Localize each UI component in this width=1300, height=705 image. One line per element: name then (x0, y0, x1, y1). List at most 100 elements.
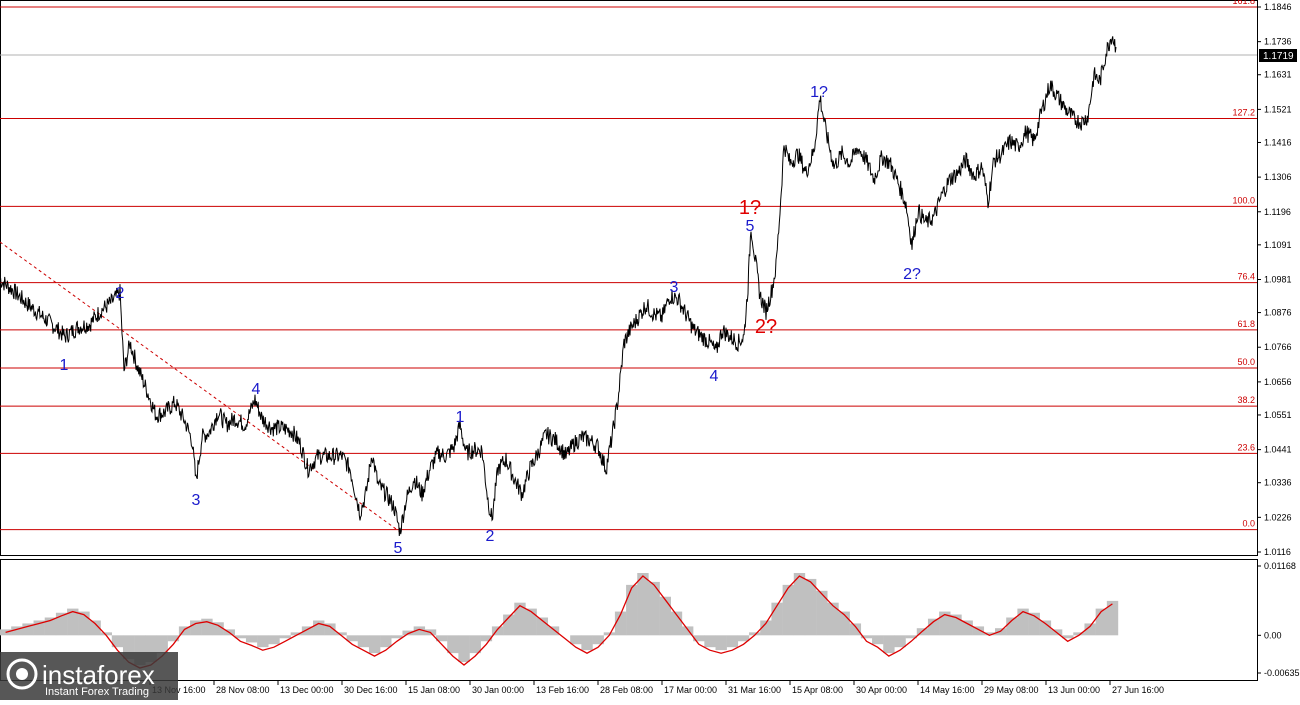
time-tick-label: 27 Jun 16:00 (1112, 685, 1164, 695)
wave-label: 2 (486, 528, 495, 545)
fib-level-label: 127.2 (1232, 108, 1255, 118)
oscillator-bar (245, 635, 258, 643)
fib-level-label: 76.4 (1237, 272, 1255, 282)
price-axis: 1.1846 1.1736 1.1631 1.1521 1.1416 1.1306 1.11… (1257, 2, 1292, 557)
oscillator-bar (413, 626, 426, 636)
current-price-label: 1.1719 (1263, 51, 1294, 62)
time-tick-label: 13 Feb 16:00 (536, 685, 589, 695)
oscillator-bar (827, 602, 839, 636)
oscillator-bar (726, 635, 739, 648)
oscillator-bar (693, 635, 705, 642)
price-tick-label: 1.0766 (1264, 342, 1292, 352)
oscillator-bar (145, 635, 157, 663)
oscillator-bar (78, 611, 90, 636)
oscillator-bar (357, 635, 370, 648)
oscillator-bar (592, 635, 604, 645)
price-tick-label: 1.1846 (1264, 2, 1292, 12)
fib-level-label: 50.0 (1237, 357, 1255, 367)
time-tick-label: 31 Mar 16:00 (728, 685, 781, 695)
price-tick-label: 1.1416 (1264, 137, 1292, 147)
oscillator-bar (536, 617, 549, 636)
price-tick-label: 1.1521 (1264, 104, 1292, 114)
price-tick-label: 1.0551 (1264, 410, 1292, 420)
wave-label: 1 (60, 357, 69, 374)
wave-label: 2 (116, 285, 125, 302)
oscillator-bar (1062, 635, 1074, 639)
oscillator-bar (681, 626, 694, 636)
oscillator-bar (1084, 623, 1096, 636)
price-tick-label: 1.1306 (1264, 172, 1292, 182)
oscillator-bar (961, 620, 973, 636)
oscillator-bar (626, 584, 638, 636)
oscillator-bar (324, 623, 336, 636)
current-price-marker: 1.1719 (1259, 49, 1297, 62)
oscillator-bar (190, 620, 202, 636)
oscillator-bar (972, 626, 985, 636)
oscillator-bar (279, 635, 291, 639)
wave-label: 2? (903, 266, 921, 283)
price-line (0, 36, 1117, 537)
fib-level-label: 38.2 (1237, 395, 1255, 405)
time-tick-label: 30 Jan 00:00 (472, 685, 524, 695)
oscillator-bar (11, 626, 23, 636)
logo-tagline: Instant Forex Trading (45, 686, 149, 698)
oscillator-bar (793, 573, 806, 636)
oscillator-bar (1106, 600, 1119, 636)
oscillator-bar (749, 632, 761, 636)
oscillator-bar (804, 578, 817, 636)
time-tick-label: 29 May 08:00 (984, 685, 1039, 695)
wave-label: 4 (710, 368, 719, 385)
oscillator-bar (614, 611, 627, 636)
oscillator-bar (939, 611, 951, 636)
oscillator-bar (67, 608, 79, 636)
oscillator-bar (391, 635, 403, 639)
oscillator-bar (447, 635, 459, 654)
price-tick-label: 1.0336 (1264, 478, 1292, 488)
oscillator-bar (257, 635, 269, 648)
time-tick-label: 13 Dec 00:00 (280, 685, 334, 695)
time-tick-label: 30 Dec 16:00 (344, 685, 398, 695)
price-tick-label: 1.1091 (1264, 240, 1292, 250)
oscillator-bar (55, 612, 68, 636)
logo-mark-icon (6, 658, 38, 690)
logo-wordmark: instaforex (42, 660, 155, 690)
price-tick-label: 1.0441 (1264, 445, 1292, 455)
oscillator-bar (301, 626, 314, 636)
oscillator-bar (1028, 612, 1040, 636)
price-tick-label: 1.0656 (1264, 377, 1292, 387)
oscillator-bar (525, 608, 537, 636)
oscillator-bar (927, 618, 940, 636)
oscillator-bar (503, 614, 515, 636)
time-tick-label: 13 Nov 16:00 (152, 685, 206, 695)
oscillator-bar (737, 635, 750, 642)
oscillator-bar (648, 581, 660, 636)
time-tick-label: 13 Jun 00:00 (1048, 685, 1100, 695)
fibonacci-levels: 161.8 127.2 100.0 76.4 61.8 50.0 38.2 23.6 0.0 (0, 0, 1257, 531)
time-tick-label: 30 Apr 00:00 (856, 685, 907, 695)
oscillator (0, 573, 1119, 669)
oscillator-bar (771, 602, 783, 636)
wave-label: 4 (252, 381, 261, 398)
time-tick-label: 28 Feb 08:00 (600, 685, 653, 695)
oscillator-bar (547, 626, 560, 636)
wave-label: 5 (746, 218, 755, 235)
oscillator-tick-label: 0.00 (1264, 630, 1282, 640)
oscillator-bar (134, 635, 146, 665)
oscillator-bar (178, 626, 191, 636)
price-tick-label: 1.0226 (1264, 512, 1292, 522)
oscillator-bar (570, 635, 582, 645)
price-tick-label: 1.1631 (1264, 70, 1292, 80)
price-tick-label: 1.1196 (1264, 207, 1291, 217)
oscillator-bar (346, 635, 358, 642)
fib-level-label: 0.0 (1242, 519, 1255, 529)
oscillator-bar (1073, 632, 1085, 636)
oscillator-panel-frame (0, 559, 1258, 681)
oscillator-bar (100, 632, 112, 636)
wave-label: 3 (192, 492, 201, 509)
oscillator-bar (212, 622, 224, 636)
oscillator-bar (290, 632, 303, 636)
fib-level-label: 161.8 (1232, 0, 1255, 6)
wave-label: 2? (755, 316, 777, 338)
oscillator-bar (905, 635, 917, 639)
